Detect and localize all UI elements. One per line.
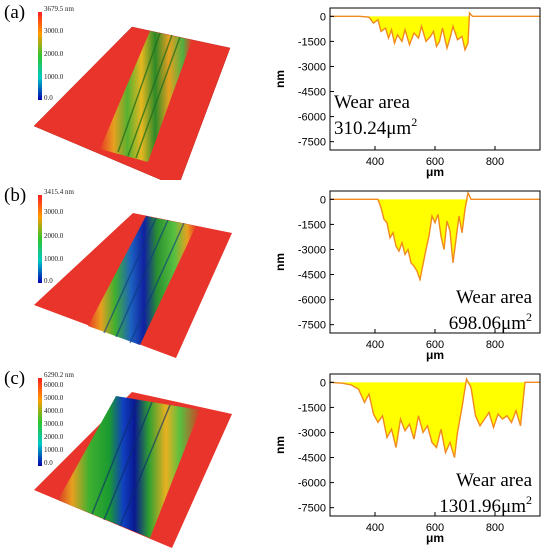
wear-area-value: 698.06μm2 <box>449 310 532 334</box>
x-tick-label: 600 <box>426 156 444 168</box>
x-tick-label: 600 <box>426 339 444 351</box>
y-tick-label: -1500 <box>298 402 326 414</box>
x-tick-label: 800 <box>486 339 504 351</box>
y-tick-label: -4500 <box>298 270 326 282</box>
profile-chart: 0 -1500 -3000 -4500 -6000 -7500 400 600 800 μm nm W… <box>273 7 541 179</box>
y-axis-label: nm <box>273 70 287 88</box>
colorbar-tick: 1000.0 <box>44 73 64 81</box>
panel-label: (a) <box>4 2 26 23</box>
colorbar-tick: 1000.0 <box>44 446 64 454</box>
y-tick-label: 0 <box>320 377 326 389</box>
wear-area-title: Wear area <box>334 92 411 113</box>
y-axis-label: nm <box>273 253 287 271</box>
wear-area-fill <box>330 382 540 458</box>
y-tick-label: -7500 <box>298 137 326 149</box>
colorbar-tick: 3000.0 <box>44 208 64 216</box>
wear-area-number: 698.06μm <box>449 313 526 334</box>
y-tick-label: -6000 <box>298 478 326 490</box>
y-tick-label: -3000 <box>298 61 326 73</box>
wear-area-fill <box>330 16 540 50</box>
surface-3d-image: 3415.4 nm 3000.0 2000.0 1000.0 0.0 <box>34 188 232 358</box>
profile-chart: 0 -1500 -3000 -4500 -6000 -7500 400 600 800 μm nm W… <box>273 373 541 545</box>
colorbar-max-label: 3679.5 nm <box>44 5 75 13</box>
x-tick-label: 800 <box>486 522 504 534</box>
colorbar-tick: 0.0 <box>44 94 53 102</box>
colorbar-tick: 6000.0 <box>44 381 64 389</box>
x-tick-label: 400 <box>366 522 384 534</box>
wear-area-number: 310.24μm <box>334 118 411 139</box>
y-tick-label: -7500 <box>298 503 326 515</box>
y-axis-label: nm <box>273 436 287 454</box>
colorbar: 6290.2 nm 6000.0 5000.0 4000.0 3000.0 20… <box>38 371 75 467</box>
y-tick-label: -6000 <box>298 112 326 124</box>
y-tick-label: -6000 <box>298 295 326 307</box>
surface-3d-image: 3679.5 nm 3000.0 2000.0 1000.0 0.0 <box>33 5 231 180</box>
y-tick-label: -7500 <box>298 320 326 332</box>
y-tick-label: 0 <box>320 194 326 206</box>
x-tick-label: 400 <box>366 339 384 351</box>
colorbar-tick: 3000.0 <box>44 27 64 35</box>
colorbar-tick: 2000.0 <box>44 50 64 58</box>
wear-area-title: Wear area <box>456 287 533 308</box>
colorbar: 3415.4 nm 3000.0 2000.0 1000.0 0.0 <box>38 188 75 285</box>
profile-line <box>330 190 540 283</box>
x-tick-label: 600 <box>426 522 444 534</box>
colorbar-tick: 0.0 <box>44 277 53 285</box>
wear-area-exponent: 2 <box>411 115 417 129</box>
colorbar-tick: 3000.0 <box>44 420 64 428</box>
y-tick-label: -4500 <box>298 87 326 99</box>
panel-label: (c) <box>4 368 26 389</box>
colorbar: 3679.5 nm 3000.0 2000.0 1000.0 0.0 <box>38 5 75 102</box>
y-tick-label: -1500 <box>298 36 326 48</box>
x-axis-label: μm <box>426 165 444 179</box>
x-axis-label: μm <box>426 348 444 362</box>
profile-line <box>329 376 540 458</box>
colorbar-tick: 2000.0 <box>44 433 64 441</box>
colorbar-max-label: 3415.4 nm <box>44 188 75 196</box>
y-tick-label: -3000 <box>298 244 326 256</box>
wear-area-number: 1301.96μm <box>439 496 526 517</box>
wear-area-value: 310.24μm2 <box>334 115 417 139</box>
wear-area-exponent: 2 <box>526 310 532 324</box>
y-tick-label: -3000 <box>298 427 326 439</box>
panel-label: (b) <box>4 185 27 206</box>
profile-chart: 0 -1500 -3000 -4500 -6000 -7500 400 600 800 μm nm W… <box>273 190 541 362</box>
x-tick-label: 800 <box>486 156 504 168</box>
x-axis-label: μm <box>426 531 444 545</box>
colorbar-tick: 4000.0 <box>44 407 64 415</box>
colorbar-tick: 0.0 <box>44 459 53 467</box>
panel-a: (a) 3679.5 nm 3000.0 2000.0 1000.0 0.0 <box>0 0 550 180</box>
colorbar-tick: 1000.0 <box>44 255 64 263</box>
x-tick-label: 400 <box>366 156 384 168</box>
wear-area-title: Wear area <box>456 470 533 491</box>
wear-area-exponent: 2 <box>526 493 532 507</box>
panel-b: (b) 3415.4 nm 3000.0 2000.0 1000.0 0.0 0… <box>0 183 550 363</box>
wear-area-fill <box>330 199 540 280</box>
wear-area-value: 1301.96μm2 <box>439 493 532 517</box>
colorbar-tick: 5000.0 <box>44 394 64 402</box>
surface-3d-image: 6290.2 nm 6000.0 5000.0 4000.0 3000.0 20… <box>34 371 232 548</box>
panel-c: (c) 6290.2 nm 6000.0 5000.0 4000.0 3000.… <box>0 366 550 548</box>
colorbar-tick: 2000.0 <box>44 232 64 240</box>
profile-line <box>330 11 540 52</box>
colorbar-max-label: 6290.2 nm <box>44 371 75 379</box>
y-tick-label: -4500 <box>298 453 326 465</box>
y-tick-label: 0 <box>320 11 326 23</box>
y-tick-label: -1500 <box>298 219 326 231</box>
